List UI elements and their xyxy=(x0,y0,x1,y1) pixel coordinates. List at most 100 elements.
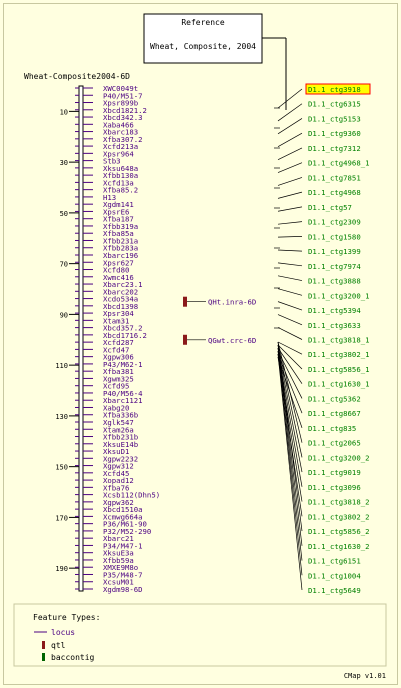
marker-label[interactable]: Xgpw362 xyxy=(103,498,134,507)
contig-label[interactable]: D1.1_ctg4968_1 xyxy=(308,159,370,168)
contig-label[interactable]: D1.1_ctg57 xyxy=(308,203,352,212)
marker-label[interactable]: Xbcd1821.2 xyxy=(103,106,147,115)
contig-label[interactable]: D1.1_ctg5153 xyxy=(308,114,361,123)
contig-label[interactable]: D1.1_ctg3818_1 xyxy=(308,336,370,345)
marker-label[interactable]: Xfba85.2 xyxy=(103,186,138,195)
contig-label[interactable]: D1.1_ctg5856_2 xyxy=(308,527,370,536)
marker-label[interactable]: Xcdo534a xyxy=(103,295,138,304)
marker-label[interactable]: Xgpw312 xyxy=(103,462,134,471)
contig-label[interactable]: D1.1_ctg3200_2 xyxy=(308,453,370,462)
contig-label[interactable]: D1.1_ctg7974 xyxy=(308,262,361,271)
contig-label[interactable]: D1.1_ctg5362 xyxy=(308,394,361,403)
marker-label[interactable]: Xbcd1716.2 xyxy=(103,331,147,340)
marker-label[interactable]: Xfbb231b xyxy=(103,433,138,442)
marker-label[interactable]: H13 xyxy=(103,193,116,202)
marker-label[interactable]: Xcfd80 xyxy=(103,266,129,275)
marker-label[interactable]: Xopad12 xyxy=(103,476,134,485)
qtl-label[interactable]: QGwt.crc-6D xyxy=(208,336,256,345)
contig-label[interactable]: D1.1_ctg5856_1 xyxy=(308,365,370,374)
marker-label[interactable]: XksuD1 xyxy=(103,447,129,456)
marker-label[interactable]: Xcfd45 xyxy=(103,469,129,478)
map-title[interactable]: Wheat-Composite2004-6D xyxy=(24,72,130,81)
marker-label[interactable]: Xfba85a xyxy=(103,229,134,238)
marker-label[interactable]: Xabg20 xyxy=(103,403,129,412)
reference-box[interactable] xyxy=(143,13,263,64)
qtl-marker[interactable] xyxy=(183,334,187,345)
marker-label[interactable]: Xbarc202 xyxy=(103,287,138,296)
marker-label[interactable]: Xbarc196 xyxy=(103,251,138,260)
marker-label[interactable]: Xfbb231a xyxy=(103,236,138,245)
marker-label[interactable]: Xcfd47 xyxy=(103,345,129,354)
contig-label[interactable]: D1.1_ctg3802_1 xyxy=(308,350,370,359)
contig-label[interactable]: D1.1_ctg9360 xyxy=(308,129,361,138)
marker-label[interactable]: Xcmwg664a xyxy=(103,512,143,521)
contig-label[interactable]: D1.1_ctg7851 xyxy=(308,173,361,182)
marker-label[interactable]: Xcsb112(Dhn5) xyxy=(103,491,160,500)
marker-label[interactable]: Xgdm98-6D xyxy=(103,585,143,594)
chromosome-bar[interactable] xyxy=(78,85,84,592)
marker-label[interactable]: P35/M48-7 xyxy=(103,570,143,579)
marker-label[interactable]: Xfbb283a xyxy=(103,244,138,253)
marker-label[interactable]: Xbarc183 xyxy=(103,128,138,137)
marker-label[interactable]: Xcfd213a xyxy=(103,142,138,151)
contig-label[interactable]: D1.1_ctg3200_1 xyxy=(308,291,370,300)
marker-label[interactable]: Xpsr899b xyxy=(103,99,138,108)
marker-label[interactable]: Xbarc23.1 xyxy=(103,280,143,289)
marker-label[interactable]: Xbcd1510a xyxy=(103,505,143,514)
marker-label[interactable]: Xfbb319a xyxy=(103,222,138,231)
marker-label[interactable]: Xbcd342.3 xyxy=(103,113,143,122)
marker-label[interactable]: Xglk547 xyxy=(103,418,134,427)
contig-label[interactable]: D1.1_ctg3888 xyxy=(308,277,361,286)
marker-label[interactable]: Xbarc21 xyxy=(103,534,134,543)
marker-label[interactable]: Xfbb59a xyxy=(103,556,134,565)
marker-label[interactable]: Xgdm141 xyxy=(103,200,134,209)
marker-label[interactable]: Xbarc1121 xyxy=(103,396,143,405)
marker-label[interactable]: Xfba381 xyxy=(103,367,134,376)
contig-label[interactable]: D1.1_ctg2309 xyxy=(308,218,361,227)
contig-label[interactable]: D1.1_ctg8667 xyxy=(308,409,361,418)
marker-label[interactable]: Xfba187 xyxy=(103,215,134,224)
marker-label[interactable]: Xfba336b xyxy=(103,411,138,420)
marker-label[interactable]: XksuE14b xyxy=(103,440,138,449)
contig-label[interactable]: D1.1_ctg835 xyxy=(308,424,356,433)
contig-label[interactable]: D1.1_ctg3096 xyxy=(308,483,361,492)
contig-label[interactable]: D1.1_ctg5394 xyxy=(308,306,361,315)
contig-label[interactable]: D1.1_ctg3918 xyxy=(308,85,361,94)
marker-label[interactable]: Xwmc416 xyxy=(103,273,134,282)
marker-label[interactable]: Xtam31 xyxy=(103,316,129,325)
marker-label[interactable]: Xfba76 xyxy=(103,483,129,492)
marker-label[interactable]: Xfba307.2 xyxy=(103,135,143,144)
marker-label[interactable]: XcsuM01 xyxy=(103,578,134,587)
marker-label[interactable]: Xgpw306 xyxy=(103,353,134,362)
marker-label[interactable]: Xksu648a xyxy=(103,164,138,173)
marker-label[interactable]: XMXE9M8o xyxy=(103,563,138,572)
marker-label[interactable]: Xpsr964 xyxy=(103,149,134,158)
contig-label[interactable]: D1.1_ctg3802_2 xyxy=(308,512,370,521)
marker-label[interactable]: Xcfd13a xyxy=(103,178,134,187)
marker-label[interactable]: P32/M52-290 xyxy=(103,527,151,536)
contig-label[interactable]: D1.1_ctg6151 xyxy=(308,557,361,566)
marker-label[interactable]: Xcfd95 xyxy=(103,382,129,391)
contig-label[interactable]: D1.1_ctg3818_2 xyxy=(308,498,370,507)
contig-label[interactable]: D1.1_ctg1630_1 xyxy=(308,380,370,389)
contig-label[interactable]: D1.1_ctg3633 xyxy=(308,321,361,330)
contig-label[interactable]: D1.1_ctg1580 xyxy=(308,232,361,241)
marker-label[interactable]: P40/M56-4 xyxy=(103,389,143,398)
marker-label[interactable]: Xbcd1398 xyxy=(103,302,138,311)
contig-label[interactable]: D1.1_ctg1630_2 xyxy=(308,542,370,551)
contig-label[interactable]: D1.1_ctg9019 xyxy=(308,468,361,477)
contig-label[interactable]: D1.1_ctg4968 xyxy=(308,188,361,197)
marker-label[interactable]: Xbcd357.2 xyxy=(103,324,143,333)
qtl-marker[interactable] xyxy=(183,296,187,307)
contig-label[interactable]: D1.1_ctg5649 xyxy=(308,586,361,595)
marker-label[interactable]: P36/M61-90 xyxy=(103,520,147,529)
marker-label[interactable]: Xfbb130a xyxy=(103,171,138,180)
contig-label[interactable]: D1.1_ctg7312 xyxy=(308,144,361,153)
marker-label[interactable]: Xtam26a xyxy=(103,425,134,434)
marker-label[interactable]: Xcfd287 xyxy=(103,338,134,347)
contig-label[interactable]: D1.1_ctg1399 xyxy=(308,247,361,256)
marker-label[interactable]: P43/M62-1 xyxy=(103,360,143,369)
marker-label[interactable]: Xgpw2232 xyxy=(103,454,138,463)
qtl-label[interactable]: QHt.inra-6D xyxy=(208,298,256,307)
contig-label[interactable]: D1.1_ctg2065 xyxy=(308,439,361,448)
